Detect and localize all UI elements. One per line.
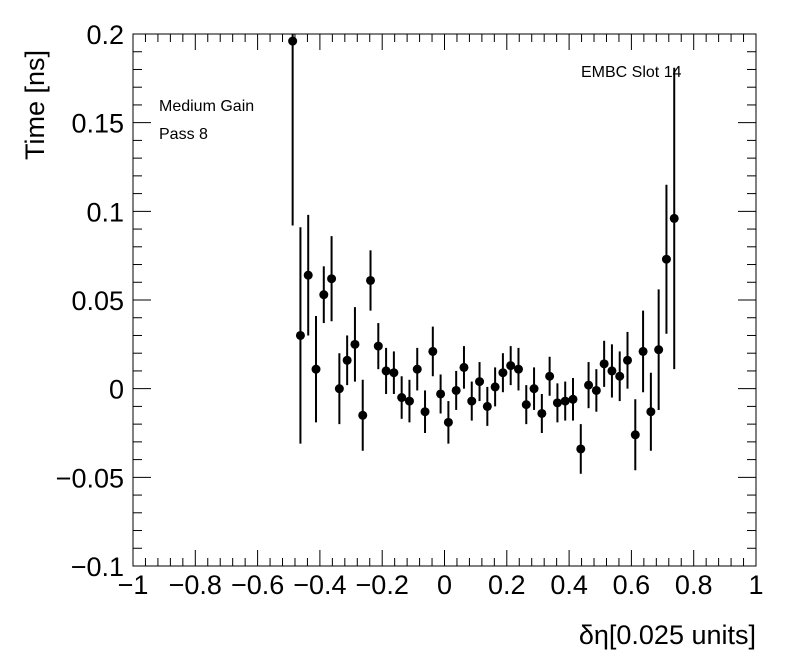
data-point xyxy=(646,407,656,417)
data-point xyxy=(311,364,321,374)
data-point xyxy=(358,410,368,420)
data-point xyxy=(537,408,547,418)
data-point xyxy=(545,371,555,381)
data-point xyxy=(295,330,305,340)
data-point xyxy=(638,346,648,356)
data-point xyxy=(498,368,508,378)
data-point xyxy=(552,398,562,408)
y-tick-labels: −0.1 −0.05 0 0.05 0.1 0.15 0.2 xyxy=(56,20,124,582)
y-axis-label: Time [ns] xyxy=(20,49,50,160)
data-point xyxy=(327,274,337,284)
data-point xyxy=(576,444,586,454)
y-tick-label: 0 xyxy=(109,375,124,405)
data-point xyxy=(428,346,438,356)
x-tick-label: 0.8 xyxy=(675,570,713,600)
x-tick-label: 0.6 xyxy=(613,570,651,600)
y-tick-label: 0.15 xyxy=(71,109,124,139)
data-point xyxy=(412,364,422,374)
data-point xyxy=(560,396,570,406)
data-point xyxy=(459,362,469,372)
x-tick-label: 0 xyxy=(437,570,452,600)
x-tick-label: −0.8 xyxy=(169,570,222,600)
x-tick-label: −0.2 xyxy=(356,570,409,600)
y-axis-label-wrap: Time [ns] xyxy=(20,40,60,160)
x-tick-labels: −1 −0.8 −0.6 −0.4 −0.2 0 0.2 0.4 0.6 0.8 1 xyxy=(118,570,764,600)
data-point xyxy=(443,417,453,427)
pass-annotation: Pass 8 xyxy=(159,126,208,143)
x-tick-label: −1 xyxy=(118,570,149,600)
y-tick-label: 0.2 xyxy=(86,20,124,50)
data-point xyxy=(654,345,664,355)
data-point xyxy=(607,366,617,376)
data-point xyxy=(420,407,430,417)
data-point xyxy=(521,400,531,410)
data-point xyxy=(669,213,679,223)
slot-annotation: EMBC Slot 14 xyxy=(581,64,682,81)
data-point xyxy=(584,380,594,390)
data-point xyxy=(630,430,640,440)
data-point xyxy=(482,401,492,411)
data-point xyxy=(661,254,671,264)
data-point xyxy=(389,368,399,378)
data-point xyxy=(334,384,344,394)
data-point xyxy=(381,366,391,376)
data-point xyxy=(506,361,516,371)
y-tick-label: −0.05 xyxy=(56,463,124,493)
axis-ticks xyxy=(132,33,757,567)
data-point xyxy=(529,384,539,394)
y-tick-label: −0.1 xyxy=(71,552,124,582)
data-point xyxy=(513,364,523,374)
data-point xyxy=(366,275,376,285)
data-points xyxy=(288,34,679,474)
x-tick-label: −0.4 xyxy=(293,570,346,600)
data-point xyxy=(436,389,446,399)
data-point xyxy=(288,36,298,46)
data-point xyxy=(568,394,578,404)
gain-annotation: Medium Gain xyxy=(159,98,255,115)
data-point xyxy=(319,290,329,300)
x-axis-label: δη[0.025 units] xyxy=(578,620,756,650)
data-point xyxy=(373,341,383,351)
data-point xyxy=(350,339,360,349)
data-point xyxy=(404,396,414,406)
y-tick-label: 0.05 xyxy=(71,286,124,316)
data-point xyxy=(467,396,477,406)
data-point xyxy=(490,382,500,392)
data-point xyxy=(303,270,313,280)
data-point xyxy=(475,377,485,387)
data-point xyxy=(599,359,609,369)
x-tick-label: −0.6 xyxy=(231,570,284,600)
y-tick-label: 0.1 xyxy=(86,197,124,227)
data-point xyxy=(342,355,352,365)
x-tick-label: 1 xyxy=(748,570,763,600)
data-point xyxy=(615,371,625,381)
data-point xyxy=(397,393,407,403)
data-point xyxy=(623,355,633,365)
x-tick-label: 0.2 xyxy=(488,570,526,600)
data-point xyxy=(591,385,601,395)
x-tick-label: 0.4 xyxy=(550,570,588,600)
data-point xyxy=(451,385,461,395)
